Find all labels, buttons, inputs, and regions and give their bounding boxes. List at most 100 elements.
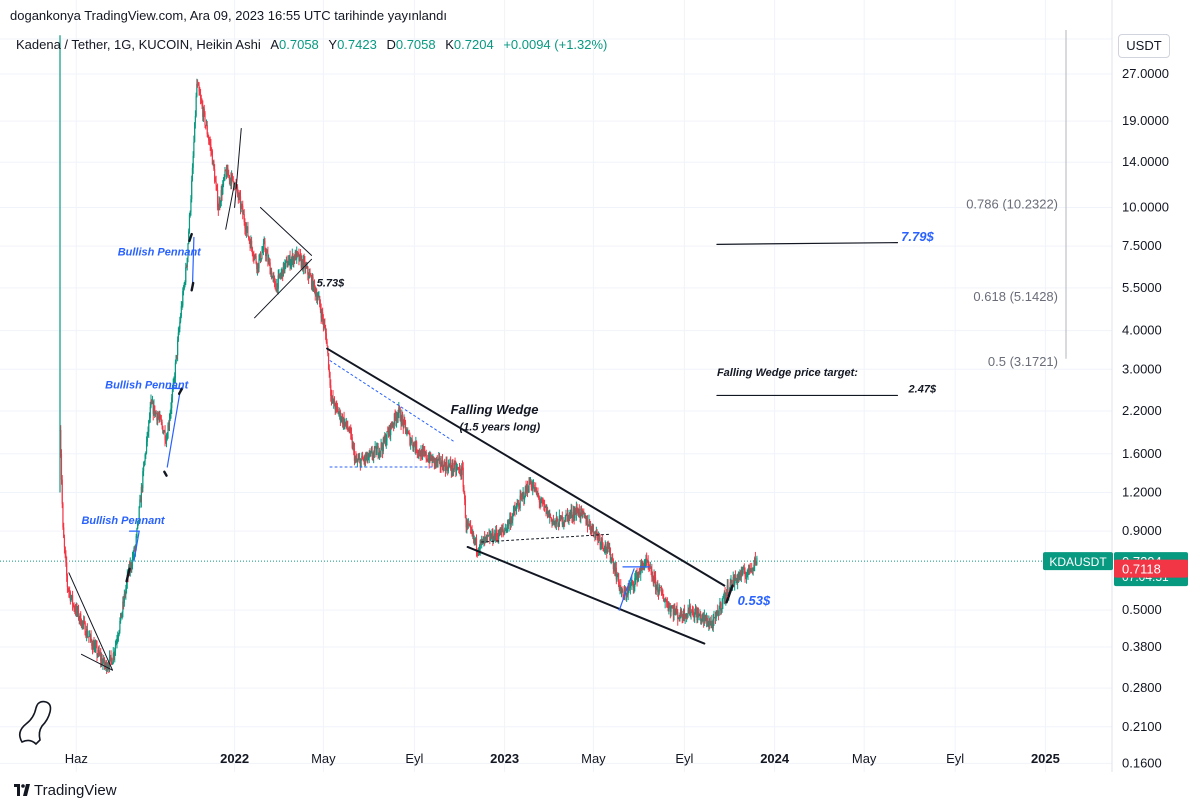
- candle-body: [182, 291, 184, 306]
- candle-body: [357, 459, 359, 461]
- candle-body: [532, 484, 535, 486]
- candle-body: [106, 667, 108, 671]
- candle-body: [421, 450, 423, 460]
- candle-body: [595, 532, 597, 538]
- candle-body: [154, 411, 157, 415]
- pennant-bracket: [188, 232, 193, 243]
- candle-body: [642, 562, 644, 566]
- candle-body: [552, 520, 554, 524]
- candle-body: [296, 251, 298, 260]
- candle-body: [678, 617, 680, 619]
- price-tick-label: 0.2800: [1122, 680, 1162, 695]
- candle-body: [550, 517, 552, 519]
- time-tick-label: May: [852, 751, 877, 766]
- candle-body: [484, 537, 486, 539]
- candle-body: [367, 457, 370, 460]
- candle-body: [69, 591, 71, 593]
- candle-body: [700, 614, 702, 622]
- time-axis[interactable]: Haz 2022 May Eyl 2023 May Eyl 2024 May Eyl 2025: [65, 751, 1060, 766]
- candle-body: [725, 593, 727, 601]
- candle-body: [193, 141, 195, 157]
- triangle-line: [254, 258, 313, 319]
- candle-body: [618, 581, 620, 590]
- candle-body: [64, 547, 66, 555]
- candle-body: [211, 151, 213, 165]
- candle-body: [415, 441, 417, 451]
- candle-body: [433, 457, 435, 464]
- candle-body: [708, 620, 710, 625]
- candle-body: [65, 554, 67, 563]
- wedge-duration-label: (1.5 years long): [459, 422, 540, 434]
- candle-body: [125, 588, 127, 595]
- candle-body: [200, 98, 202, 103]
- candle-body: [537, 492, 539, 496]
- price-tick-label: 4.0000: [1122, 323, 1162, 338]
- candle-body: [114, 644, 117, 651]
- candle-body: [656, 583, 658, 585]
- candle-body: [668, 605, 670, 611]
- candle-body: [471, 530, 473, 535]
- candle-body: [681, 615, 683, 618]
- candle-body: [156, 413, 158, 421]
- price-tick-label: 1.6000: [1122, 446, 1162, 461]
- price-axis[interactable]: 35.000027.000019.000014.000010.00007.500…: [1122, 31, 1169, 770]
- candle-body: [414, 445, 416, 451]
- candle-body: [427, 459, 429, 462]
- ticker-badge[interactable]: [1043, 552, 1113, 571]
- candle-body: [280, 272, 282, 277]
- candle-body: [438, 457, 440, 460]
- candle-body: [482, 539, 484, 544]
- candle-body: [560, 515, 563, 520]
- candle-body: [351, 437, 353, 448]
- candle-body: [470, 527, 472, 531]
- candle-body: [647, 560, 649, 566]
- time-tick-label: Eyl: [946, 751, 964, 766]
- pennant-line: [133, 530, 140, 562]
- candle-body: [591, 527, 593, 532]
- candle-body: [745, 576, 747, 579]
- candle-body: [288, 256, 290, 262]
- candle-body: [398, 407, 401, 410]
- level-label-053: 0.53$: [738, 593, 771, 608]
- candle-body: [79, 613, 81, 619]
- candle-body: [518, 506, 521, 508]
- candle-body: [103, 658, 105, 666]
- candle-body: [566, 513, 568, 515]
- candle-body: [242, 205, 244, 215]
- candle-body: [249, 241, 251, 249]
- candle-body: [689, 605, 691, 615]
- candle-body: [124, 593, 126, 595]
- price-tick-label: 14.0000: [1122, 154, 1169, 169]
- candle-body: [268, 259, 270, 263]
- candle-body: [549, 514, 551, 517]
- candle-body: [302, 259, 304, 269]
- candle-body: [556, 517, 558, 521]
- candle-body: [152, 402, 154, 414]
- candle-body: [445, 461, 447, 472]
- candle-body: [285, 259, 287, 261]
- symbol-name[interactable]: Kadena / Tether, 1G, KUCOIN, Heikin Ashi: [16, 37, 261, 52]
- candle-body: [298, 253, 300, 261]
- candle-body: [415, 441, 418, 452]
- candle-body: [307, 274, 310, 279]
- candle-body: [381, 447, 384, 452]
- candle-body: [736, 577, 738, 583]
- candle-body: [626, 593, 628, 597]
- candle-body: [331, 396, 333, 399]
- candle-body: [679, 617, 681, 619]
- candle-body: [426, 459, 428, 460]
- candle-body: [76, 606, 78, 613]
- triangle-line: [259, 206, 313, 256]
- candle-body: [216, 189, 219, 208]
- candle-body: [523, 497, 526, 500]
- candle-body: [333, 399, 336, 407]
- candle-body: [188, 231, 190, 244]
- candle-body: [251, 240, 253, 248]
- currency-button[interactable]: USDT: [1118, 34, 1170, 58]
- candle-body: [467, 524, 469, 526]
- flag-line: [225, 182, 236, 230]
- candle-body: [750, 568, 752, 572]
- candle-body: [669, 606, 671, 612]
- candle-body: [458, 468, 461, 470]
